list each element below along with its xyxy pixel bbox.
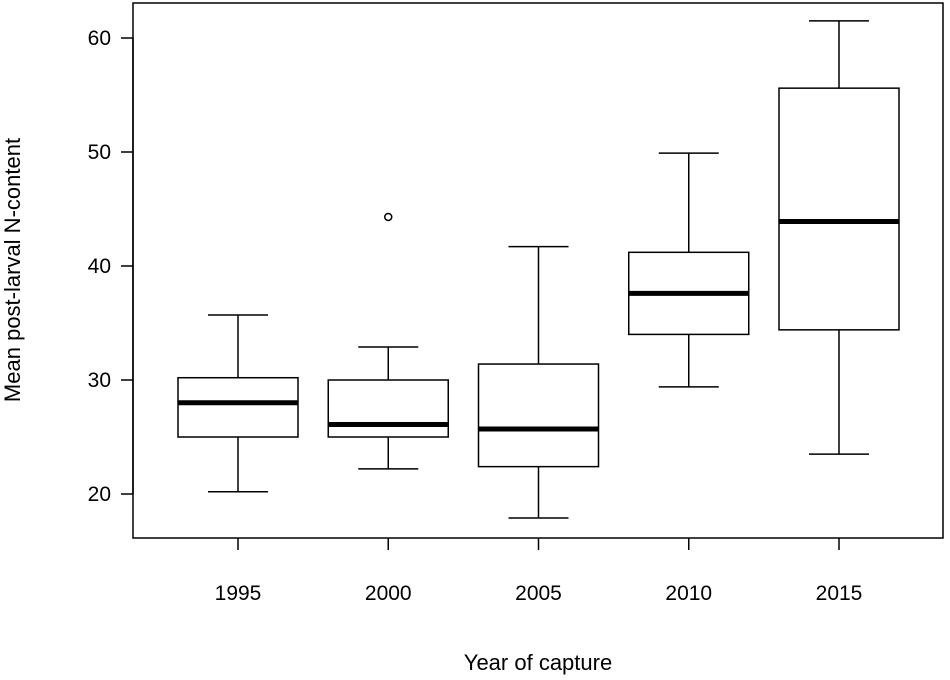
x-tick-label: 2005 [515, 582, 562, 605]
y-tick-label: 50 [88, 141, 111, 164]
iqr-box [327, 379, 449, 438]
y-tick-label: 60 [88, 27, 111, 50]
y-axis: 20 30 40 50 60 [88, 27, 134, 506]
x-axis-title: Year of capture [464, 650, 612, 675]
y-tick-label: 30 [88, 369, 111, 392]
box-2010 [628, 152, 750, 388]
outlier-point [384, 212, 393, 222]
x-tick-label: 2010 [665, 582, 712, 605]
y-axis-title: Mean post-larval N-content [0, 138, 25, 402]
iqr-box [177, 376, 299, 438]
boxes [177, 20, 900, 519]
y-tick-label: 40 [88, 255, 111, 278]
x-tick-label: 2015 [816, 582, 863, 605]
x-tick-label: 2000 [365, 582, 412, 605]
y-tick-label: 20 [88, 483, 111, 506]
box-1995 [177, 314, 299, 493]
box-2000 [327, 212, 449, 470]
iqr-box [778, 87, 900, 331]
x-tick-label: 1995 [215, 582, 262, 605]
x-axis: 1995 2000 2005 2010 2015 [215, 538, 863, 605]
box-2005 [477, 245, 600, 519]
iqr-box [477, 363, 600, 468]
box-2015 [778, 20, 900, 455]
